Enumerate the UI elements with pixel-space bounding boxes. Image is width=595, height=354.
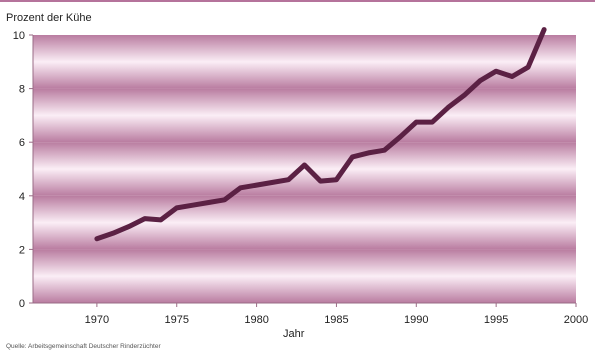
- data-point: [270, 180, 275, 185]
- data-point: [477, 78, 483, 83]
- data-point: [462, 93, 467, 98]
- x-tick-labels: 1970 1975 1980 1985 1990 1995 2000: [85, 314, 589, 326]
- x-tick-label: 1985: [324, 314, 348, 326]
- source-note: Quelle: Arbeitsgemeinschaft Deutscher Ri…: [6, 343, 161, 350]
- data-point: [446, 105, 451, 110]
- data-point: [430, 119, 435, 125]
- x-tick-label: 1995: [484, 314, 508, 326]
- band: [33, 195, 576, 250]
- data-point: [110, 231, 116, 236]
- x-tick-label: 1990: [404, 314, 428, 326]
- data-point: [398, 134, 403, 140]
- data-point: [286, 177, 291, 182]
- y-tick-labels: 0 2 4 6 8 10: [13, 30, 25, 310]
- data-point: [509, 74, 515, 79]
- data-point: [158, 217, 163, 223]
- data-point: [142, 216, 147, 221]
- data-point: [541, 27, 547, 32]
- data-point: [318, 178, 323, 184]
- y-tick-label: 4: [19, 191, 25, 203]
- y-tick-label: 0: [19, 298, 25, 310]
- axes: [29, 34, 577, 307]
- band: [33, 249, 576, 303]
- x-axis-title: Jahr: [283, 328, 305, 340]
- data-point: [222, 197, 227, 203]
- y-tick-label: 6: [19, 137, 25, 149]
- y-tick-label: 2: [19, 244, 25, 256]
- background-bands: [33, 35, 576, 303]
- data-point: [382, 148, 387, 153]
- x-tick-label: 2000: [564, 314, 588, 326]
- data-point: [414, 119, 419, 125]
- y-axis-title: Prozent der Kühe: [6, 12, 92, 24]
- x-tick-label: 1980: [244, 314, 268, 326]
- series-layer: [94, 27, 547, 242]
- y-tick-label: 8: [19, 84, 25, 96]
- data-point: [302, 162, 307, 168]
- data-point: [350, 154, 355, 160]
- band: [33, 142, 576, 196]
- data-point: [174, 205, 179, 211]
- data-point: [525, 64, 531, 70]
- band: [33, 88, 576, 143]
- data-point: [238, 185, 243, 190]
- data-point: [94, 236, 100, 241]
- data-point: [254, 182, 259, 188]
- y-tick-label: 10: [13, 30, 25, 42]
- band: [33, 35, 576, 89]
- data-point: [334, 177, 339, 182]
- x-tick-label: 1970: [85, 314, 109, 326]
- x-tick-label: 1975: [164, 314, 188, 326]
- data-point: [206, 200, 211, 205]
- data-point: [126, 224, 132, 229]
- data-point: [366, 150, 371, 156]
- data-point: [190, 202, 195, 208]
- data-point: [493, 68, 499, 74]
